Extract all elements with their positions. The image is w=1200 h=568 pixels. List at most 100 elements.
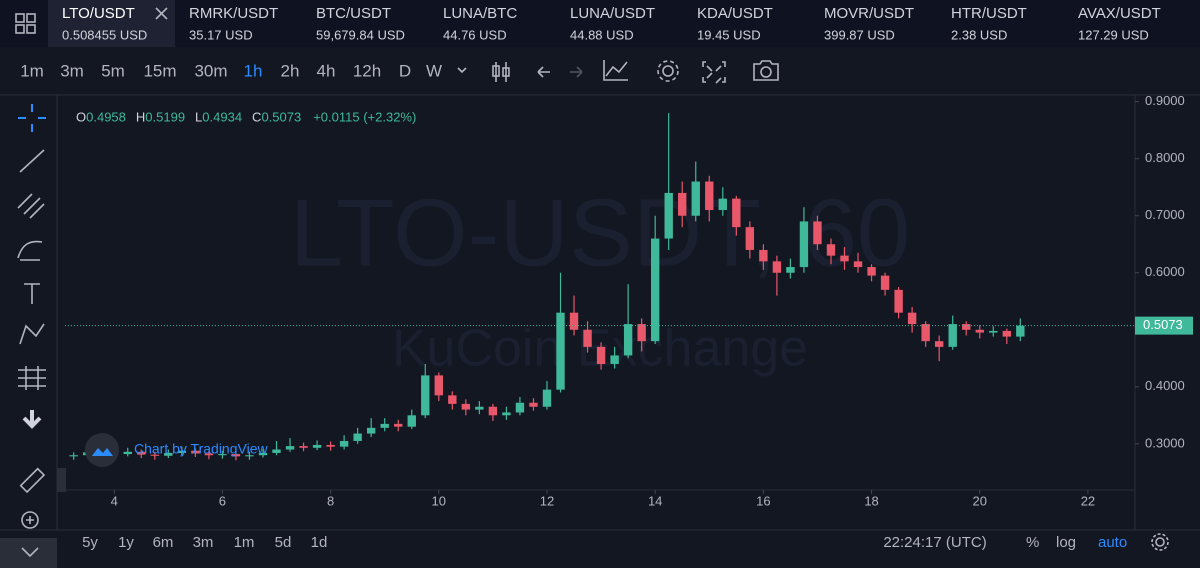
hide-tool[interactable] [22,410,42,429]
candle-body [691,181,700,216]
indicator-icon[interactable] [603,60,628,81]
gear-icon[interactable] [1151,533,1169,551]
range-button[interactable]: 1y [118,534,134,551]
ticker-symbol[interactable]: HTR/USDT [951,5,1027,22]
interval-button[interactable]: 15m [143,61,176,80]
candle-body [339,440,349,447]
range-button[interactable]: 1m [234,534,255,551]
interval-button[interactable]: 5m [101,61,125,80]
ticker-symbol[interactable]: LUNA/USDT [570,5,655,22]
clock: 22:24:17 (UTC) [883,534,986,551]
candle-body [799,221,809,268]
interval-button[interactable]: 3m [60,61,84,80]
scale-auto[interactable]: auto [1098,534,1127,551]
attribution-text[interactable]: Chart by TradingView [134,441,268,457]
interval-button[interactable]: 4h [317,61,336,80]
fib-tool[interactable] [17,193,45,219]
brush-tool[interactable] [17,240,43,261]
toggle-button[interactable] [57,468,66,492]
candle-body [772,261,782,273]
candle-body [786,267,795,273]
range-button[interactable]: 6m [153,534,174,551]
candle-body [272,449,281,453]
trendline-tool[interactable] [19,149,45,173]
close-tab-icon[interactable] [155,7,168,20]
x-tick-label: 6 [219,493,226,508]
ticker-symbol[interactable]: LUNA/BTC [443,5,517,22]
candle-body [380,423,389,428]
redo-icon[interactable] [570,66,583,78]
scale-percent[interactable]: % [1026,534,1039,551]
candle-body [840,255,849,262]
candle-body [610,355,619,364]
candles-icon[interactable] [492,62,510,82]
layout-icon[interactable] [15,13,36,34]
x-tick-label: 14 [648,493,662,508]
candle-body [137,451,146,455]
scale-log[interactable]: log [1056,534,1076,551]
y-tick-label: 0.3000 [1145,435,1185,450]
candle-body [556,312,565,390]
candle-body [759,249,768,262]
ticker-price[interactable]: 127.29 USD [1078,27,1149,42]
ticker-price[interactable]: 59,679.84 USD [316,27,405,42]
ticker-price[interactable]: 35.17 USD [189,27,253,42]
ticker-price[interactable]: 0.508455 USD [62,27,147,42]
ticker-price[interactable]: 399.87 USD [824,27,895,42]
ticker-symbol[interactable]: MOVR/USDT [824,5,914,22]
interval-button[interactable]: D [399,61,411,80]
attribution[interactable]: Chart by TradingView [85,433,268,467]
text-tool[interactable] [24,283,40,304]
interval-button[interactable]: W [426,61,442,80]
ticker-price[interactable]: 44.76 USD [443,27,507,42]
ticker-symbol[interactable]: KDA/USDT [697,5,773,22]
legend-value: 0.5073 [261,109,301,124]
crosshair-tool[interactable] [18,104,46,132]
range-button[interactable]: 5d [275,534,292,551]
ticker-price[interactable]: 44.88 USD [570,27,634,42]
candle-body [258,452,268,456]
snapshot-icon[interactable] [753,60,779,81]
collapse-button[interactable] [0,538,57,568]
x-tick-label: 4 [111,493,118,508]
fullscreen-icon[interactable] [702,61,726,84]
candle-body [650,238,660,342]
ticker-price[interactable]: 2.38 USD [951,27,1007,42]
interval-button[interactable]: 12h [353,61,381,80]
legend-key: C [252,109,261,124]
interval-button[interactable]: 30m [194,61,227,80]
undo-icon[interactable] [537,66,550,78]
interval-button[interactable]: 1h [244,61,263,80]
ticker-symbol[interactable]: AVAX/USDT [1078,5,1161,22]
x-tick-label: 20 [973,493,987,508]
last-price-box [1135,316,1193,335]
interval-button[interactable]: 1m [20,61,44,80]
settings-icon[interactable] [662,65,674,77]
range-button[interactable]: 3m [193,534,214,551]
ticker-symbol[interactable]: RMRK/USDT [189,5,278,22]
zoom-tool[interactable] [21,511,39,529]
candle-body [718,198,727,211]
measure-tool[interactable] [19,467,46,494]
drawing-tools[interactable] [0,104,66,568]
candle-body [245,455,254,457]
candle-body [907,312,917,325]
ticker-symbol[interactable]: BTC/USDT [316,5,391,22]
last-price-label: 0.5073 [1143,317,1183,332]
pattern-tool[interactable] [19,323,45,345]
ticker-symbol[interactable]: LTO/USDT [62,5,135,22]
candle-body [421,375,430,416]
range-button[interactable]: 1d [311,534,328,551]
candle-body [975,329,984,333]
y-tick-label: 0.9000 [1145,93,1185,108]
candle-body [948,324,957,347]
x-tick-label: 8 [327,493,334,508]
interval-button[interactable]: 2h [281,61,300,80]
ticker-price[interactable]: 19.45 USD [697,27,761,42]
prediction-tool[interactable] [18,366,46,390]
active-ticker-tab[interactable] [48,0,175,47]
toolbar-icons[interactable] [457,60,779,84]
candle-body [894,289,903,313]
candle-body [461,403,471,410]
range-button[interactable]: 5y [82,534,98,551]
